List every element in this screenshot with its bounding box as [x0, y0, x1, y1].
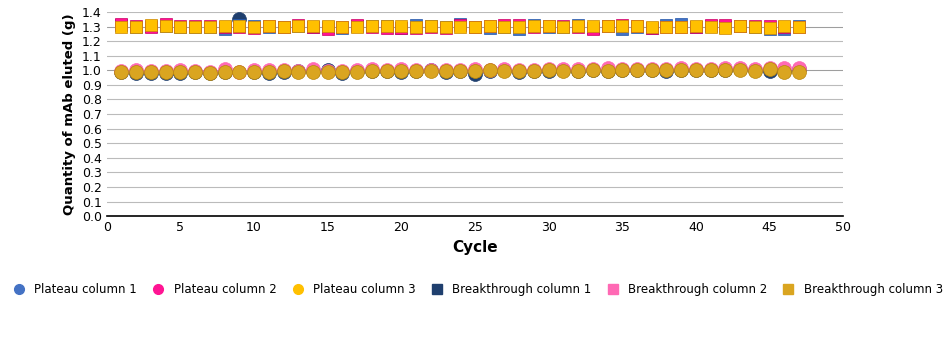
X-axis label: Cycle: Cycle: [452, 240, 498, 254]
Y-axis label: Quantity of mAb eluted (g): Quantity of mAb eluted (g): [64, 13, 76, 215]
Legend: Plateau column 1, Plateau column 2, Plateau column 3, Breakthrough column 1, Bre: Plateau column 1, Plateau column 2, Plat…: [7, 283, 943, 296]
